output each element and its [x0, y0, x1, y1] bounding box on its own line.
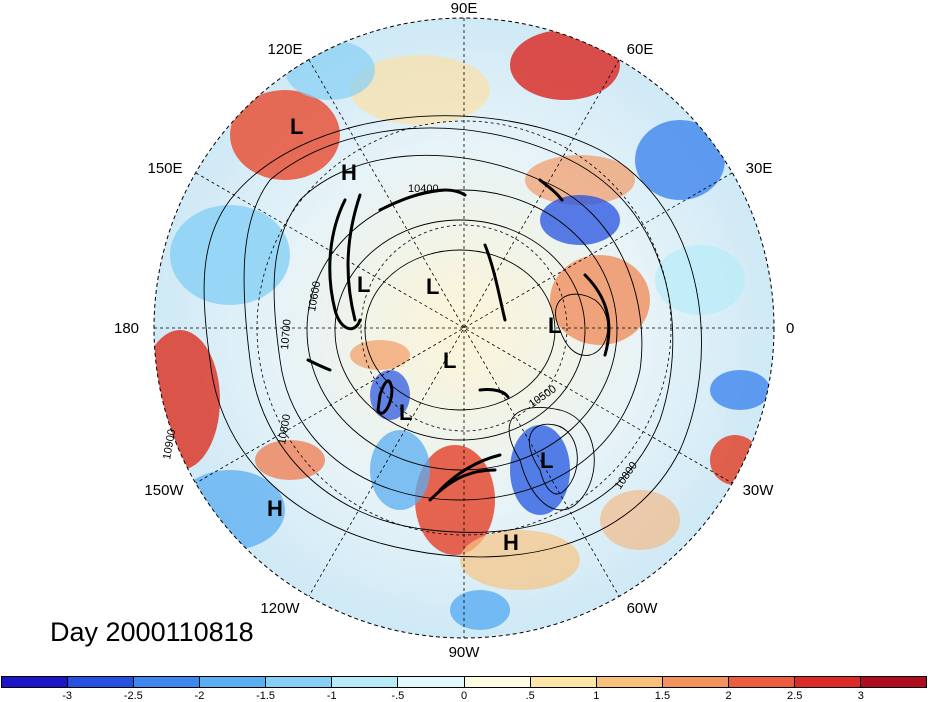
- low-center: L: [357, 272, 370, 297]
- colorbar-tick-label: -3: [62, 690, 73, 702]
- high-center: H: [267, 496, 283, 521]
- low-center: L: [548, 313, 561, 338]
- lon-label-150e: 150E: [147, 160, 183, 177]
- lon-label-30e: 30E: [745, 160, 773, 177]
- lon-label-150w: 150W: [144, 482, 184, 499]
- contour-label: 10600: [306, 280, 323, 312]
- colorbar-swatch: [266, 677, 333, 687]
- lon-label-90w: 90W: [448, 644, 480, 661]
- height-contours: [203, 115, 702, 558]
- colorbar-tick-label: 1: [593, 690, 600, 702]
- lon-label-90e: 90E: [450, 0, 478, 17]
- day-label: Day 2000110818: [50, 617, 254, 647]
- colorbar-tick-label: 2.5: [787, 690, 803, 702]
- lon-label-120e: 120E: [267, 41, 303, 58]
- colorbar-swatch: [596, 677, 663, 687]
- lon-label-120w: 120W: [260, 600, 300, 617]
- colorbar-swatch: [332, 677, 399, 687]
- colorbar-tick-label: 1.5: [654, 690, 671, 702]
- colorbar-tick-label: -2: [194, 690, 205, 702]
- contour-label: 10700: [279, 319, 294, 351]
- low-center: L: [443, 348, 456, 373]
- high-center: H: [503, 530, 519, 555]
- colorbar: [1, 676, 927, 688]
- high-center: H: [341, 160, 357, 185]
- colorbar-swatch: [2, 677, 69, 687]
- low-center: L: [399, 400, 412, 425]
- low-center: L: [426, 274, 439, 299]
- colorbar-swatch: [861, 677, 927, 687]
- colorbar-tick-label: -1: [326, 690, 337, 702]
- lon-label-60e: 60E: [626, 41, 654, 58]
- colorbar-tick-label: 0: [460, 690, 468, 702]
- colorbar-swatch: [530, 677, 597, 687]
- colorbar-swatch: [662, 677, 729, 687]
- colorbar-swatch: [398, 677, 465, 687]
- colorbar-swatch: [464, 677, 531, 687]
- lon-label-30w: 30W: [742, 482, 774, 499]
- lon-label-60w: 60W: [626, 600, 658, 617]
- colorbar-swatch: [134, 677, 201, 687]
- low-center: L: [290, 114, 303, 139]
- contour-label: 10800: [276, 413, 293, 445]
- anomaly-field: [154, 18, 774, 638]
- map-boundary: [153, 17, 775, 639]
- lon-label-180: 180: [114, 320, 140, 337]
- colorbar-swatch: [200, 677, 267, 687]
- contour-label: 10900: [161, 428, 178, 460]
- graticule: [154, 18, 774, 638]
- colorbar-tick-label: .5: [525, 690, 535, 702]
- colorbar-tick-label: -1.5: [256, 690, 276, 702]
- colorbar-swatch: [728, 677, 795, 687]
- low-center: L: [540, 448, 553, 473]
- colorbar-tick-label: -.5: [391, 690, 405, 702]
- colorbar-tick-label: -2.5: [123, 690, 143, 702]
- colorbar-swatch: [68, 677, 135, 687]
- colorbar-swatch: [794, 677, 862, 687]
- contour-label: 10400: [408, 183, 439, 195]
- pressure-centers: L H L L L L L L H H: [267, 114, 561, 555]
- colorbar-tick-label: 2: [725, 690, 732, 702]
- colorbar-tick-label: 3: [857, 690, 864, 702]
- lon-label-0: 0: [786, 320, 795, 337]
